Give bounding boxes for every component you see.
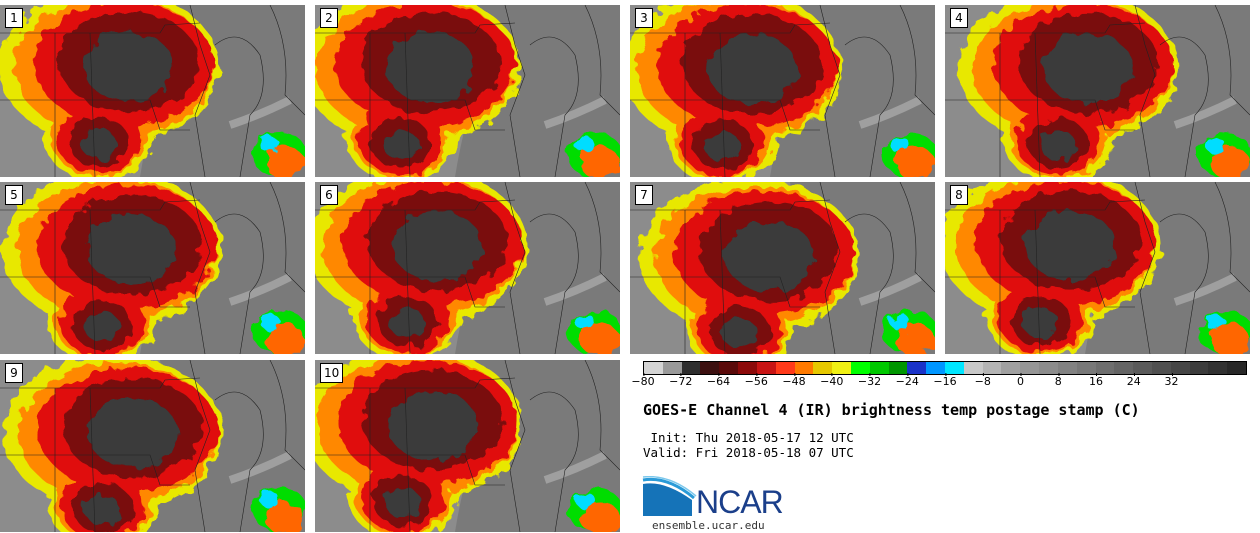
colorbar-segment	[813, 362, 833, 374]
colorbar-segment	[1057, 362, 1077, 374]
panel-number-label: 3	[635, 8, 653, 28]
colorbar-segment	[869, 362, 889, 374]
colorbar-tick-label: −48	[782, 373, 806, 388]
colorbar-segment	[1114, 362, 1134, 374]
colorbar-segment	[1076, 362, 1096, 374]
valid-time: Valid: Fri 2018-05-18 07 UTC	[643, 445, 854, 460]
panel-number-label: 4	[950, 8, 968, 28]
colorbar-segment	[644, 362, 663, 374]
colorbar-segment	[1020, 362, 1040, 374]
colorbar-tick-label: −16	[933, 373, 957, 388]
forecast-panel: 10	[315, 360, 620, 532]
colorbar-tick-label: −72	[669, 373, 693, 388]
forecast-panel: 3	[630, 5, 935, 177]
colorbar-segment	[907, 362, 927, 374]
colorbar-tick-label: 0	[1017, 373, 1024, 388]
panel-number-label: 9	[5, 363, 23, 383]
panel-number-label: 5	[5, 185, 23, 205]
colorbar-tick-label: −8	[974, 373, 991, 388]
colorbar-segment	[1227, 362, 1246, 374]
colorbar-segment	[1039, 362, 1058, 374]
ncar-logo-icon	[642, 476, 697, 516]
panel-number-label: 10	[320, 363, 344, 383]
colorbar-tick-label: −80	[631, 373, 655, 388]
colorbar-segment	[756, 362, 776, 374]
panel-number-label: 2	[320, 8, 338, 28]
colorbar-segment	[1189, 362, 1209, 374]
forecast-panel: 8	[945, 182, 1250, 354]
colorbar-tick-label: −64	[706, 373, 731, 388]
colorbar-segment	[963, 362, 983, 374]
colorbar	[643, 361, 1247, 375]
colorbar-segment	[982, 362, 1002, 374]
colorbar-segment	[681, 362, 701, 374]
forecast-panel: 1	[0, 5, 305, 177]
colorbar-tick-label: 8	[1054, 373, 1062, 388]
colorbar-segment	[1095, 362, 1115, 374]
colorbar-tick-label: −56	[744, 373, 768, 388]
colorbar-segment	[719, 362, 739, 374]
website-url: ensemble.ucar.edu	[652, 519, 765, 532]
init-time: Init: Thu 2018-05-17 12 UTC	[643, 430, 854, 445]
colorbar-tick-label: 16	[1089, 373, 1103, 388]
panel-number-label: 7	[635, 185, 653, 205]
forecast-panel: 2	[315, 5, 620, 177]
colorbar-tick-label: 32	[1164, 373, 1179, 388]
colorbar-segment	[700, 362, 720, 374]
forecast-panel: 9	[0, 360, 305, 532]
colorbar-segment	[850, 362, 870, 374]
figure-title: GOES-E Channel 4 (IR) brightness temp po…	[643, 401, 1140, 419]
colorbar-tick-label: −32	[857, 373, 882, 388]
colorbar-segment	[926, 362, 945, 374]
forecast-panel: 5	[0, 182, 305, 354]
colorbar-segment	[1151, 362, 1171, 374]
colorbar-segment	[1208, 362, 1228, 374]
panel-number-label: 6	[320, 185, 338, 205]
colorbar-segment	[794, 362, 814, 374]
colorbar-segment	[945, 362, 964, 374]
forecast-panel: 6	[315, 182, 620, 354]
colorbar-segment	[1001, 362, 1021, 374]
colorbar-segment	[1170, 362, 1190, 374]
ncar-logo-text: NCAR	[696, 484, 784, 520]
colorbar-tick-label: −24	[895, 373, 919, 388]
colorbar-ticks: −80 −72 −64 −56 −48 −40 −32 −24 −16 −8 0 8 16 24 32	[631, 373, 1247, 395]
colorbar-segment	[775, 362, 795, 374]
colorbar-tick-label: 24	[1126, 373, 1141, 388]
colorbar-segment	[1133, 362, 1152, 374]
panel-number-label: 1	[5, 8, 23, 28]
colorbar-segment	[888, 362, 908, 374]
forecast-panel: 4	[945, 5, 1250, 177]
colorbar-tick-label: −40	[820, 373, 844, 388]
colorbar-segment	[738, 362, 757, 374]
forecast-panel: 7	[630, 182, 935, 354]
colorbar-segment	[662, 362, 682, 374]
colorbar-segment	[832, 362, 851, 374]
panel-number-label: 8	[950, 185, 968, 205]
